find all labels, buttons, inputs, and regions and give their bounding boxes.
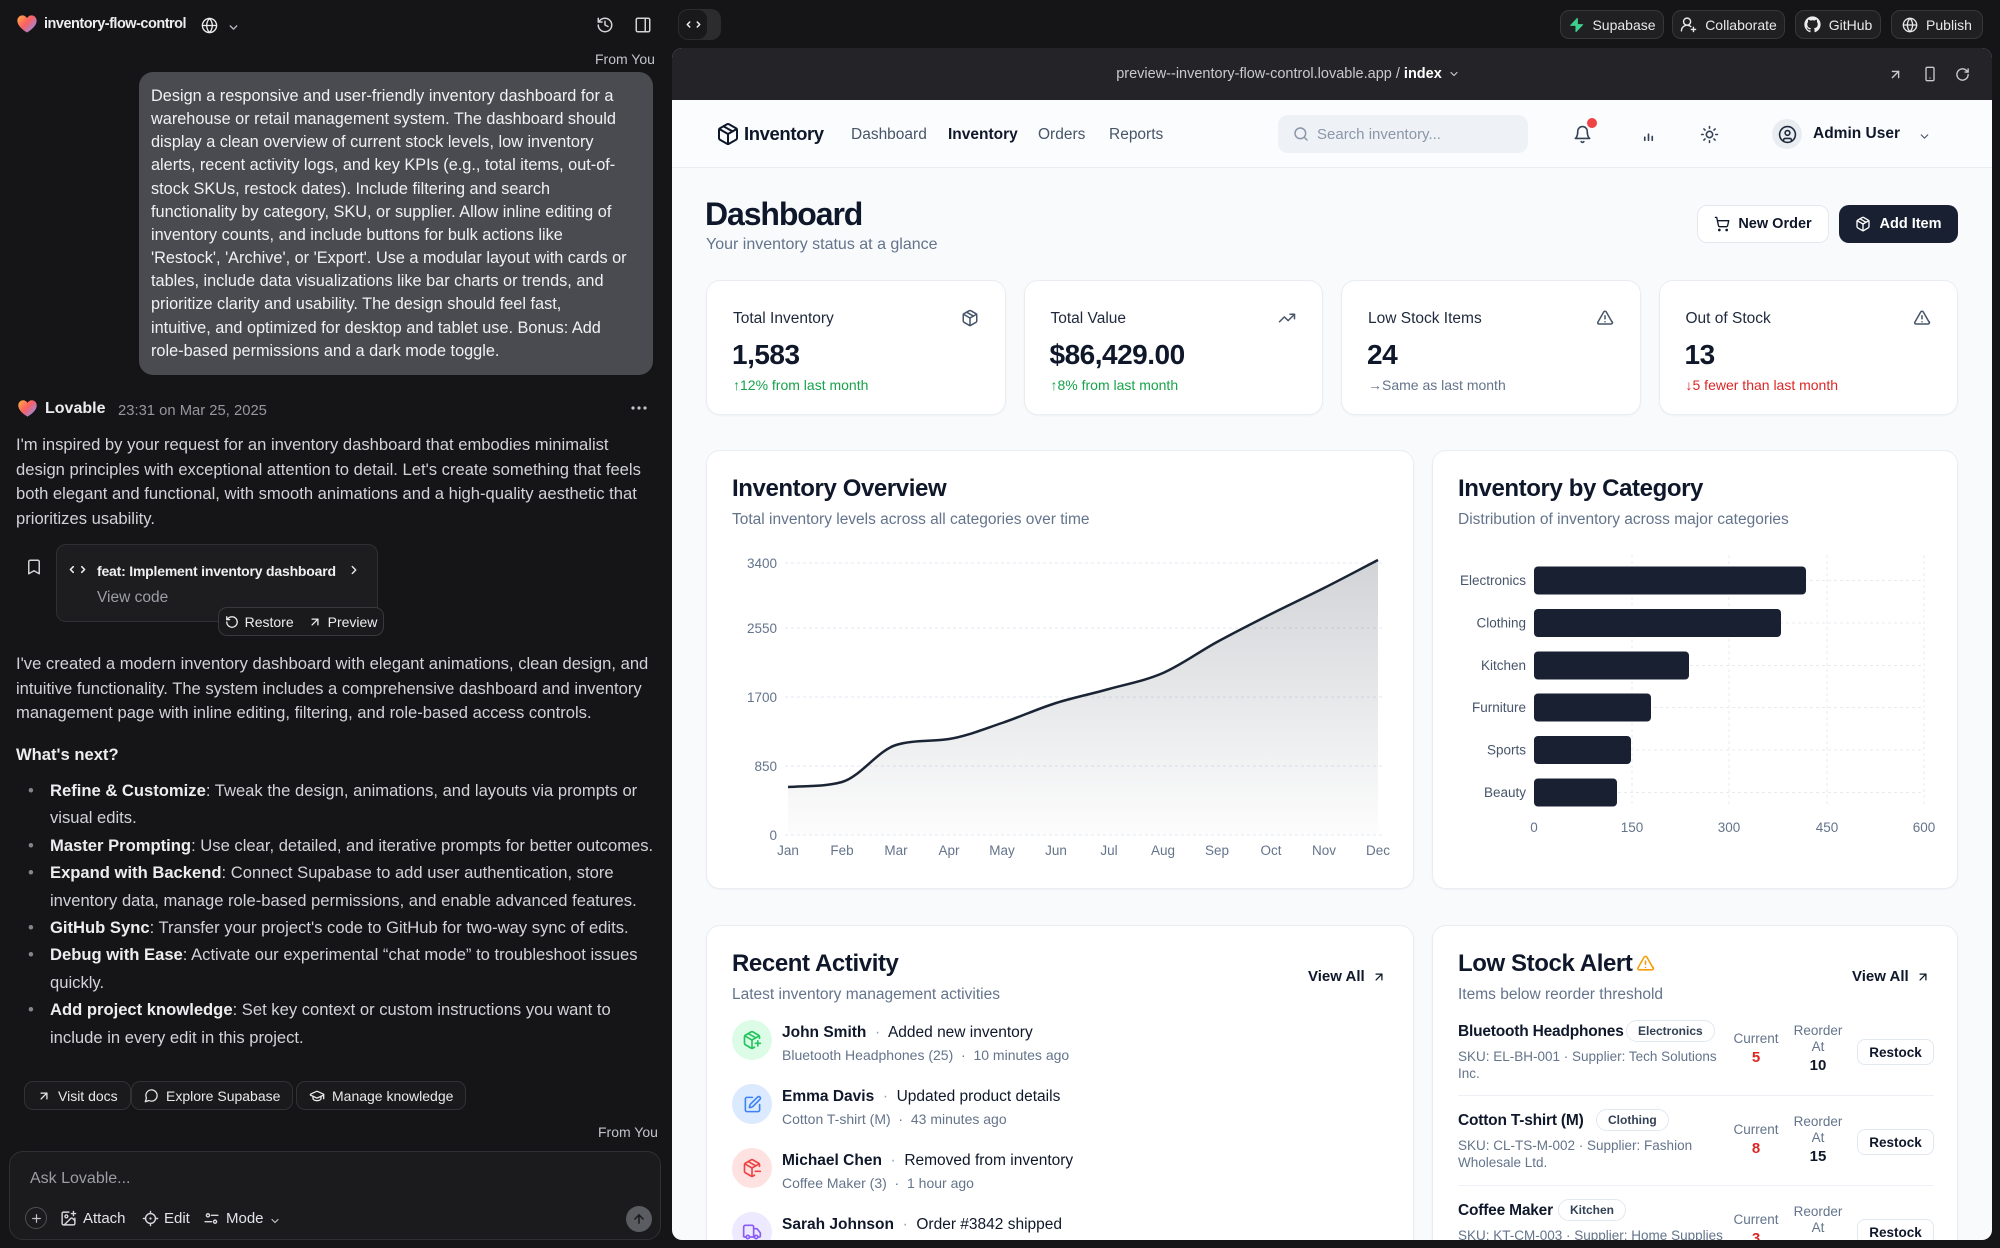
svg-text:Mar: Mar — [884, 843, 908, 858]
svg-text:0: 0 — [1530, 820, 1538, 835]
svg-text:300: 300 — [1718, 820, 1741, 835]
svg-text:0: 0 — [769, 828, 777, 843]
svg-text:Electronics: Electronics — [1460, 573, 1526, 588]
svg-text:Kitchen: Kitchen — [1481, 658, 1526, 673]
svg-text:Clothing: Clothing — [1476, 616, 1526, 631]
svg-text:3400: 3400 — [747, 556, 777, 571]
svg-text:Apr: Apr — [938, 843, 960, 858]
svg-text:450: 450 — [1816, 820, 1839, 835]
svg-text:Jan: Jan — [777, 843, 799, 858]
svg-text:Furniture: Furniture — [1472, 700, 1526, 715]
svg-text:Aug: Aug — [1151, 843, 1175, 858]
svg-text:Dec: Dec — [1366, 843, 1390, 858]
svg-text:850: 850 — [754, 759, 777, 774]
svg-text:Oct: Oct — [1260, 843, 1281, 858]
svg-text:May: May — [989, 843, 1015, 858]
svg-text:Feb: Feb — [830, 843, 853, 858]
svg-text:150: 150 — [1621, 820, 1644, 835]
svg-text:1700: 1700 — [747, 690, 777, 705]
svg-text:Jun: Jun — [1045, 843, 1067, 858]
svg-text:Sports: Sports — [1487, 743, 1526, 758]
svg-text:Beauty: Beauty — [1484, 785, 1526, 800]
svg-text:Nov: Nov — [1312, 843, 1336, 858]
svg-text:600: 600 — [1913, 820, 1936, 835]
svg-text:Sep: Sep — [1205, 843, 1229, 858]
svg-text:2550: 2550 — [747, 621, 777, 636]
svg-text:Jul: Jul — [1100, 843, 1117, 858]
